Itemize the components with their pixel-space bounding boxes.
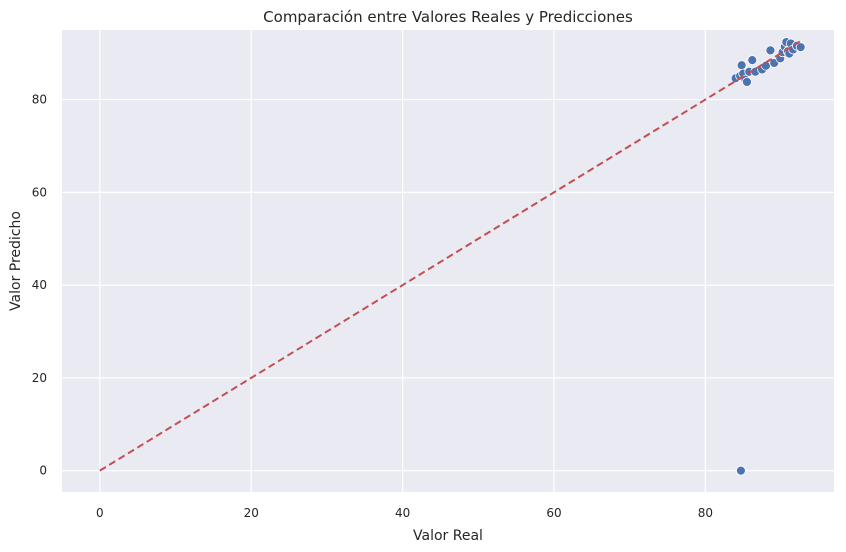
data-point [736,60,747,71]
chart-title: Comparación entre Valores Reales y Predi… [263,8,633,26]
reference-line [99,40,801,472]
data-point [736,465,746,476]
y-tick-label: 0 [39,464,47,478]
y-tick-label: 20 [32,371,47,385]
x-tick-label: 0 [96,506,104,520]
data-point [795,42,806,53]
y-tick-label: 40 [32,278,47,292]
data-point [747,55,758,66]
x-tick-label: 40 [395,506,410,520]
y-tick-labels: 0 20 40 60 80 [32,93,47,478]
data-point [765,45,776,56]
x-tick-labels: 0 20 40 60 80 [96,506,713,520]
reference-line-group [99,40,801,472]
x-axis-title: Valor Real [413,528,483,544]
y-axis-title: Valor Predicho [8,211,24,311]
y-tick-label: 60 [32,185,47,199]
x-tick-label: 60 [546,506,561,520]
x-tick-label: 20 [244,506,259,520]
y-tick-label: 80 [32,93,47,107]
data-points [730,37,806,476]
data-point [742,77,752,87]
x-tick-label: 80 [698,506,713,520]
